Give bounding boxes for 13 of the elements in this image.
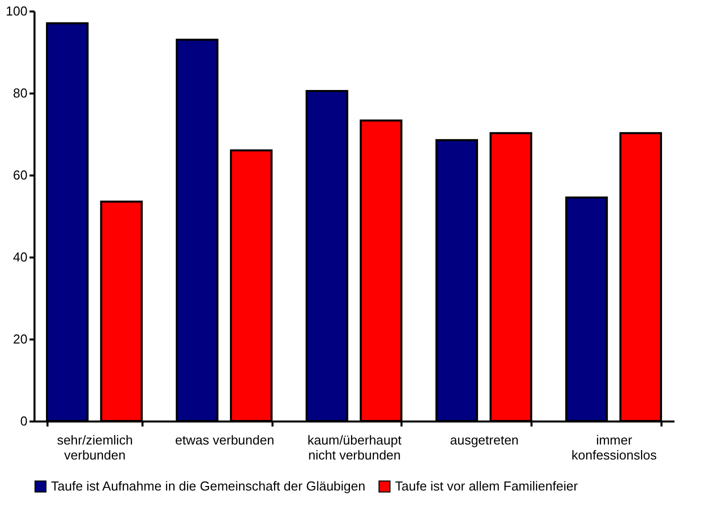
- y-tick-label: 80: [13, 86, 28, 100]
- y-tick-label: 60: [13, 168, 28, 182]
- x-tick-label: sehr/ziemlich verbunden: [56, 432, 133, 462]
- x-tick-label: immer konfessionslos: [571, 432, 658, 462]
- y-tick-label: 100: [6, 4, 28, 18]
- x-tick-label: etwas verbunden: [175, 432, 274, 448]
- x-tick-label: ausgetreten: [450, 432, 519, 448]
- y-tick-label: 40: [13, 250, 28, 264]
- x-tick-label: kaum/überhaupt nicht verbunden: [308, 432, 402, 462]
- legend-label: Taufe ist vor allem Familienfeier: [395, 478, 578, 494]
- legend-label: Taufe ist Aufnahme in die Gemeinschaft der Gläubigen: [51, 478, 366, 494]
- y-tick-label: 20: [13, 332, 28, 346]
- y-tick-label: 0: [20, 414, 28, 428]
